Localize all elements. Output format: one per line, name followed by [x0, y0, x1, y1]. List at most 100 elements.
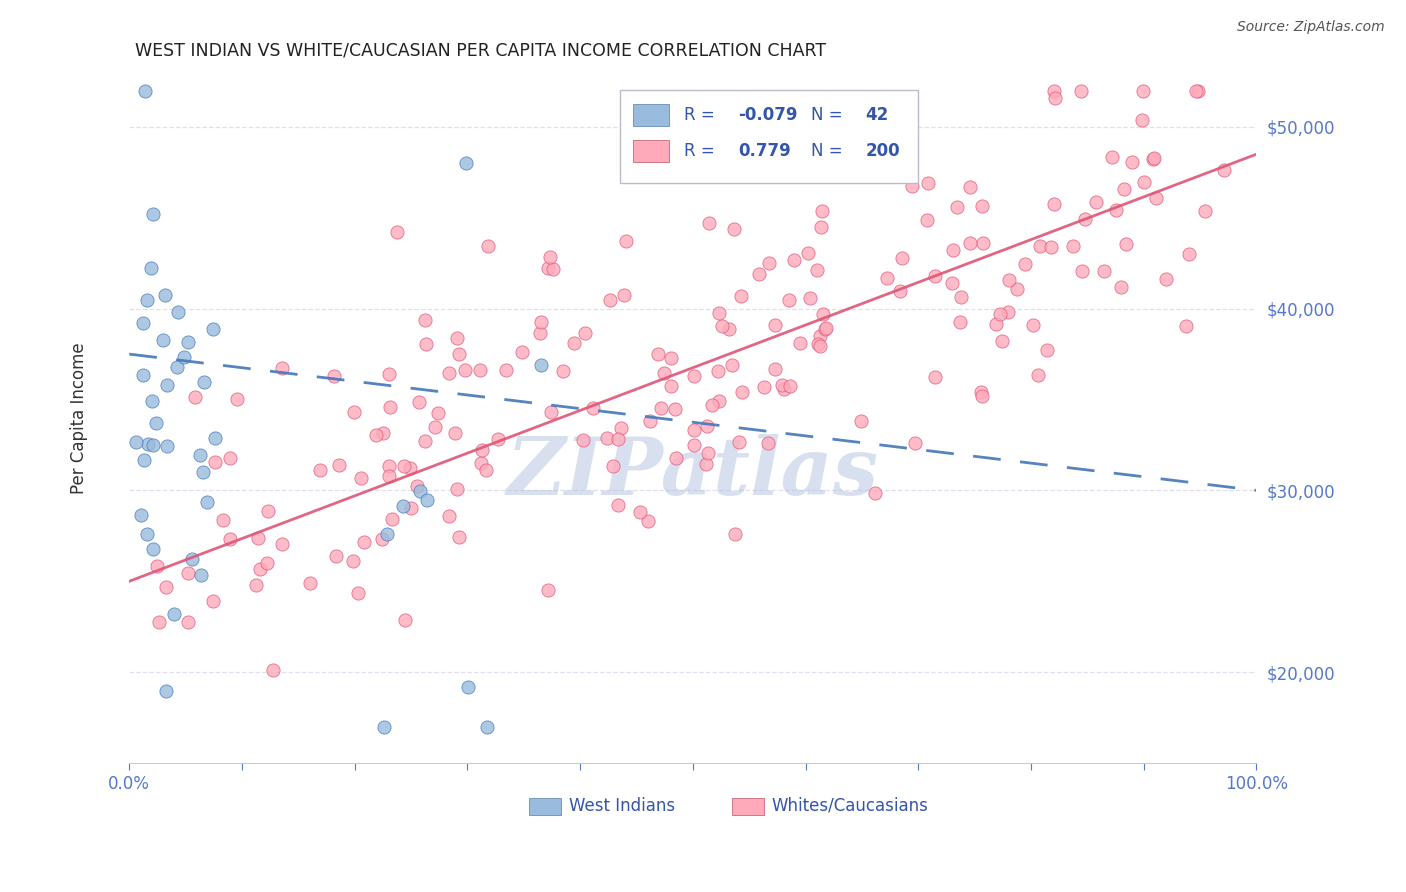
Point — [602, 458, 624, 473]
Point — [991, 334, 1014, 348]
Point — [1213, 163, 1236, 178]
Point — [132, 368, 155, 383]
Point — [225, 392, 247, 406]
Point — [353, 534, 375, 549]
Point — [949, 315, 972, 329]
Point — [325, 549, 347, 563]
Point — [148, 615, 170, 629]
Point — [696, 419, 718, 434]
Point — [540, 405, 562, 419]
Point — [1043, 84, 1066, 98]
Point — [758, 256, 780, 270]
Point — [728, 435, 751, 450]
Point — [471, 442, 494, 457]
Point — [659, 351, 682, 366]
Point — [723, 527, 745, 541]
Point — [711, 318, 734, 333]
Point — [717, 322, 740, 336]
Point — [811, 307, 834, 321]
Point — [184, 390, 207, 404]
Point — [322, 369, 344, 384]
Point — [219, 533, 242, 547]
Point — [664, 402, 686, 417]
Point — [1142, 152, 1164, 166]
Point — [153, 288, 176, 302]
Point — [891, 251, 914, 265]
Point — [364, 427, 387, 442]
Point — [145, 416, 167, 430]
Point — [707, 364, 730, 378]
Point — [413, 434, 436, 448]
Point — [1042, 197, 1064, 211]
Point — [772, 382, 794, 396]
Point — [378, 367, 401, 381]
Point — [988, 306, 1011, 320]
Point — [1039, 240, 1062, 254]
Point — [350, 471, 373, 485]
Point — [134, 84, 156, 98]
Point — [136, 293, 159, 307]
Point — [970, 198, 993, 212]
Point — [811, 204, 834, 219]
Point — [477, 238, 499, 252]
Point — [409, 484, 432, 499]
Point — [166, 359, 188, 374]
Point — [763, 362, 786, 376]
Point — [754, 380, 776, 394]
Point — [778, 293, 800, 307]
Point — [373, 720, 395, 734]
Point — [437, 508, 460, 523]
Point — [1121, 155, 1143, 169]
Point — [538, 250, 561, 264]
Point — [1194, 204, 1216, 219]
Point — [142, 207, 165, 221]
Point — [806, 337, 828, 351]
Point — [373, 426, 395, 441]
Point — [1014, 257, 1036, 271]
Point — [181, 552, 204, 566]
Point — [628, 505, 651, 519]
Point — [1035, 343, 1057, 357]
Point — [155, 683, 177, 698]
Point — [851, 414, 873, 428]
Point — [984, 317, 1007, 331]
Point — [756, 435, 779, 450]
Point — [797, 246, 820, 260]
Point — [444, 426, 467, 441]
Point — [131, 316, 153, 330]
Text: 42: 42 — [865, 105, 889, 124]
Point — [1132, 175, 1154, 189]
Point — [195, 495, 218, 509]
Point — [806, 262, 828, 277]
Point — [156, 378, 179, 392]
Point — [399, 501, 422, 516]
Point — [889, 285, 911, 299]
Point — [904, 435, 927, 450]
Point — [125, 434, 148, 449]
Point — [167, 305, 190, 319]
Point — [211, 513, 233, 527]
Point — [582, 401, 605, 415]
Text: West Indians: West Indians — [569, 797, 675, 814]
Text: Whites/Caucasians: Whites/Caucasians — [772, 797, 928, 814]
Point — [392, 499, 415, 513]
Point — [394, 614, 416, 628]
Point — [188, 448, 211, 462]
Point — [574, 326, 596, 340]
Point — [453, 363, 475, 377]
Point — [177, 615, 200, 629]
Point — [495, 362, 517, 376]
Point — [721, 358, 744, 372]
Point — [959, 180, 981, 194]
Point — [810, 220, 832, 235]
Point — [924, 269, 946, 284]
Point — [723, 221, 745, 235]
Point — [1070, 84, 1092, 98]
Point — [1143, 152, 1166, 166]
Point — [998, 272, 1021, 286]
Point — [247, 531, 270, 545]
FancyBboxPatch shape — [733, 797, 763, 814]
Point — [343, 405, 366, 419]
Point — [997, 305, 1019, 319]
Point — [1115, 237, 1137, 252]
